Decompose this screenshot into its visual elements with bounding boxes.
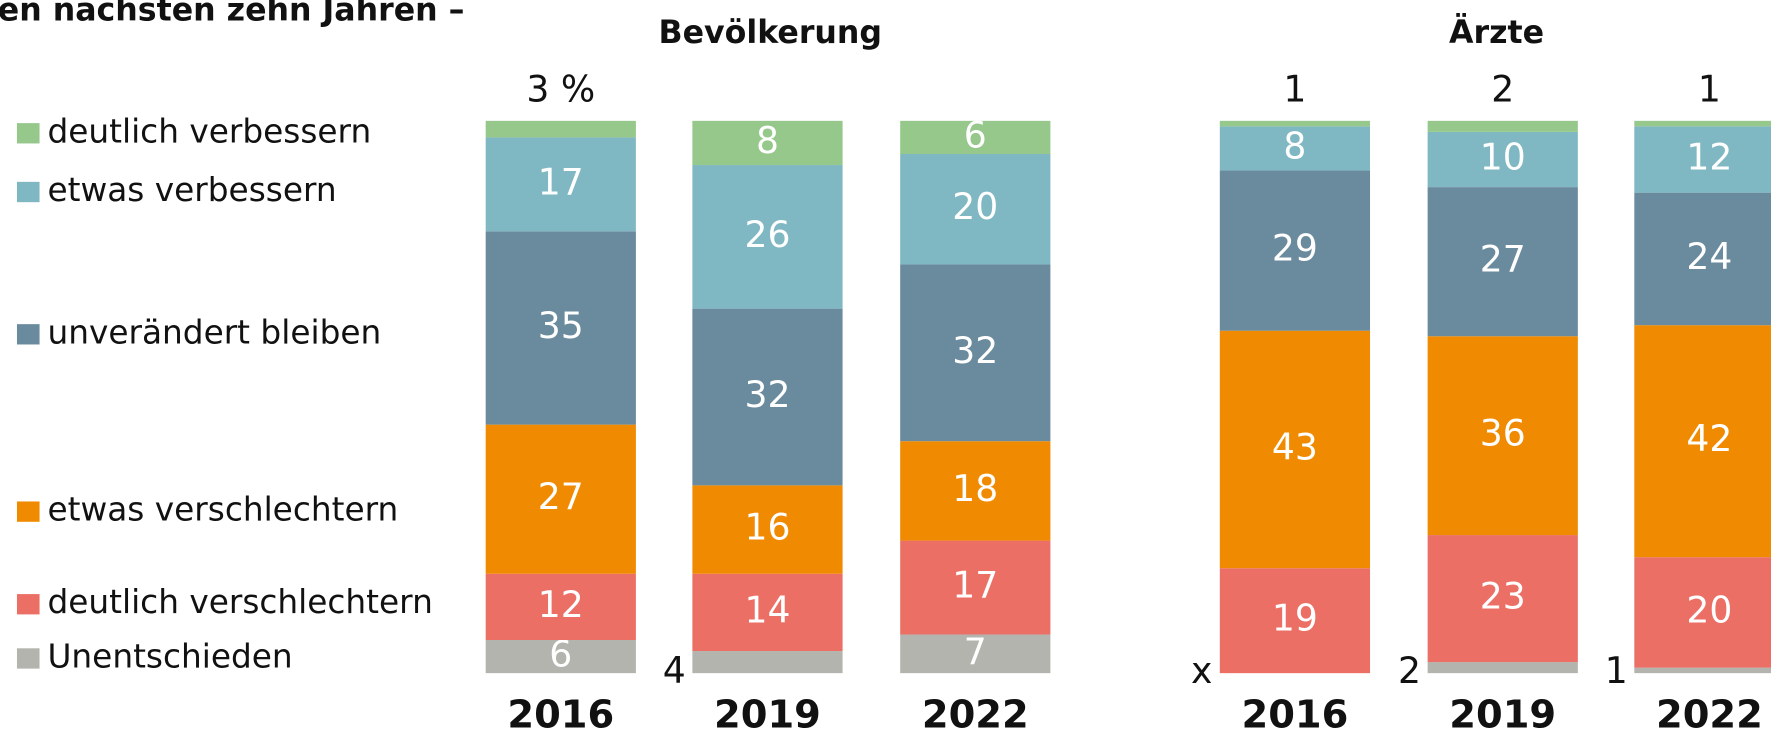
bar-segment <box>485 120 636 138</box>
legend-swatch <box>16 594 40 615</box>
value-label: 27 <box>538 475 584 518</box>
value-label: 8 <box>756 119 779 162</box>
bar-segment <box>1427 120 1578 132</box>
value-label: 23 <box>1480 575 1526 618</box>
bar-segment <box>485 424 636 574</box>
value-label: 8 <box>1283 124 1306 167</box>
legend-swatch <box>16 123 40 144</box>
bar-segment <box>692 120 843 166</box>
value-label: 19 <box>1272 597 1318 640</box>
bar-segment <box>692 308 843 486</box>
x-tick-label: 2019 <box>714 693 821 733</box>
x-tick-label: 2022 <box>922 693 1029 733</box>
bar-segment <box>1219 170 1371 331</box>
bar-segment <box>1634 325 1771 558</box>
value-label: x <box>1191 649 1212 692</box>
bar-segment <box>692 651 843 674</box>
value-label: 35 <box>538 304 584 347</box>
value-label: 1 <box>1283 67 1306 110</box>
legend-swatch <box>16 501 40 522</box>
bar-segment <box>692 165 843 309</box>
x-tick-label: 2019 <box>1449 693 1556 733</box>
value-label: 26 <box>744 213 790 256</box>
bar-segment <box>1634 126 1771 193</box>
value-label: 20 <box>952 185 998 228</box>
value-label: 29 <box>1272 227 1318 270</box>
value-label: 20 <box>1686 588 1732 631</box>
bar-segment <box>900 120 1051 154</box>
bar-segment <box>1427 187 1578 337</box>
legend-swatch <box>16 181 40 203</box>
value-label: 12 <box>1686 136 1732 179</box>
value-label: 6 <box>964 113 987 156</box>
value-label: 1 <box>1698 67 1721 110</box>
bar-segment <box>692 485 843 574</box>
bar-segment <box>900 441 1051 541</box>
bar-segment <box>485 573 636 641</box>
bar-segment <box>900 540 1051 635</box>
heading: en nächsten zehn Jahren – <box>0 0 464 28</box>
legend-label: etwas verbessern <box>47 171 336 209</box>
bar-segment <box>1427 662 1578 674</box>
value-label: 2 <box>1491 67 1514 110</box>
legend-label: Unentschieden <box>47 637 292 675</box>
panel-title: Bevölkerung <box>659 15 883 51</box>
value-label: 18 <box>952 467 998 510</box>
bar-segment <box>1634 667 1771 674</box>
x-tick-label: 2016 <box>1241 693 1348 733</box>
value-label: 14 <box>744 588 790 631</box>
x-tick-label: 2022 <box>1656 693 1763 733</box>
bar-segment <box>485 640 636 674</box>
bar-segment <box>1219 330 1371 569</box>
bar-segment <box>1219 120 1371 127</box>
bar-segment <box>900 264 1051 442</box>
value-label: 17 <box>952 564 998 607</box>
value-label: 43 <box>1272 425 1318 468</box>
legend-label: deutlich verschlechtern <box>47 583 432 621</box>
value-label: 1 <box>1605 649 1628 692</box>
value-label: 42 <box>1686 417 1732 460</box>
legend-label: unverändert bleiben <box>47 313 381 351</box>
legend-label: deutlich verbessern <box>47 112 371 150</box>
bar-segment <box>485 137 636 232</box>
bar-segment <box>1427 535 1578 663</box>
bar-segment <box>1634 557 1771 668</box>
bar-segment <box>485 231 636 425</box>
value-label: 32 <box>952 329 998 372</box>
value-label: 32 <box>744 373 790 416</box>
value-label: 12 <box>538 583 584 626</box>
bar-segment <box>900 634 1051 674</box>
value-label: 16 <box>744 506 790 549</box>
value-label: 3 % <box>526 67 595 110</box>
value-label: 2 <box>1398 649 1421 692</box>
bar-segment <box>1634 120 1771 127</box>
bar-segment <box>1219 568 1371 674</box>
x-tick-label: 2016 <box>507 693 614 733</box>
bar-segment <box>1427 336 1578 536</box>
bar-segment <box>1219 126 1371 171</box>
legend-swatch <box>16 324 40 345</box>
bar-segment <box>900 153 1051 265</box>
value-label: 10 <box>1480 136 1526 179</box>
value-label: 27 <box>1480 238 1526 281</box>
value-label: 4 <box>663 649 686 692</box>
bar-segment <box>1427 131 1578 188</box>
value-label: 17 <box>538 160 584 203</box>
legend-label: etwas verschlechtern <box>47 491 398 529</box>
legend-swatch <box>16 648 40 669</box>
value-label: 7 <box>964 630 987 673</box>
value-label: 6 <box>549 633 572 676</box>
value-label: 36 <box>1480 412 1526 455</box>
panel-title: Ärzte <box>1449 13 1544 51</box>
bar-segment <box>692 573 843 652</box>
bar-segment <box>1634 192 1771 326</box>
value-label: 24 <box>1686 235 1732 278</box>
